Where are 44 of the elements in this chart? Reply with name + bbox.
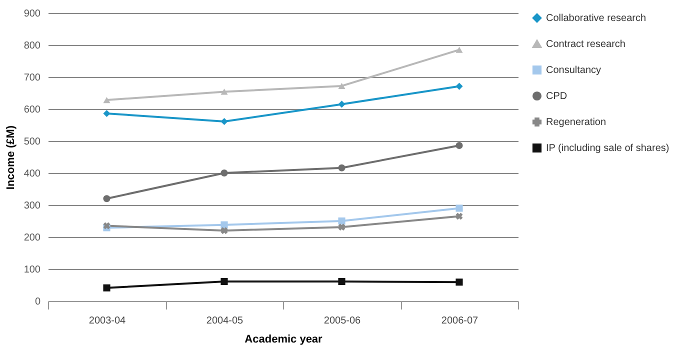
legend-label: Consultancy — [546, 65, 602, 76]
point — [103, 110, 110, 118]
point — [456, 142, 463, 150]
point — [456, 212, 463, 220]
point — [103, 195, 110, 202]
x-axis-title: Academic year — [244, 334, 324, 346]
y-tick-label: 600 — [24, 104, 41, 116]
y-tick-label: 200 — [24, 232, 41, 244]
y-tick-label: 800 — [24, 40, 41, 52]
legend-label: Collaborative research — [546, 13, 646, 24]
point — [338, 217, 346, 225]
point — [220, 278, 228, 286]
legend-label: Regeneration — [546, 117, 606, 128]
point — [456, 46, 463, 53]
point — [220, 88, 228, 95]
point — [456, 278, 463, 286]
point — [338, 164, 346, 172]
y-tick-label: 100 — [24, 264, 41, 276]
point — [103, 284, 110, 292]
legend-label: IP (including sale of shares) — [546, 143, 670, 154]
point — [338, 82, 346, 90]
point — [338, 100, 346, 108]
point — [220, 118, 228, 126]
x-tick-label: 2003-04 — [88, 316, 126, 326]
y-tick-label: 500 — [24, 136, 41, 148]
point — [338, 224, 346, 231]
point — [338, 278, 346, 286]
x-tick-label: 2006-07 — [441, 316, 479, 326]
x-tick-label: 2005-06 — [324, 316, 362, 326]
x-tick-label: 2004-05 — [206, 316, 244, 326]
y-tick-label: 700 — [24, 72, 41, 84]
point — [103, 96, 110, 104]
y-tick-label: 400 — [24, 168, 41, 180]
y-tick-label: 900 — [24, 8, 41, 20]
legend-label: CPD — [546, 91, 568, 102]
point — [456, 82, 463, 90]
y-axis-title: Income (£M) — [4, 125, 17, 190]
point — [220, 221, 228, 228]
point — [220, 227, 228, 234]
point — [220, 169, 228, 177]
y-tick-label: 0 — [34, 296, 41, 308]
point — [456, 204, 463, 212]
legend-label: Contract research — [546, 39, 626, 50]
y-tick-label: 300 — [24, 200, 41, 212]
